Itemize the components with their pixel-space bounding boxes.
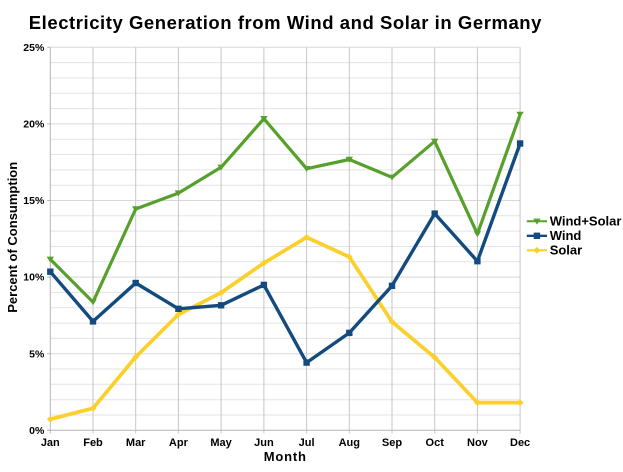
svg-text:Aug: Aug (339, 437, 360, 449)
svg-text:20%: 20% (23, 119, 45, 131)
svg-text:Feb: Feb (83, 437, 103, 449)
svg-text:Nov: Nov (467, 437, 489, 449)
svg-text:Wind: Wind (550, 228, 582, 243)
svg-text:15%: 15% (23, 195, 45, 207)
svg-text:Oct: Oct (426, 437, 445, 449)
svg-text:Electricity Generation from Wi: Electricity Generation from Wind and Sol… (29, 12, 542, 33)
svg-text:Jul: Jul (299, 437, 315, 449)
svg-text:Sep: Sep (382, 437, 402, 449)
svg-text:25%: 25% (23, 42, 45, 54)
svg-text:Apr: Apr (169, 437, 189, 449)
svg-text:Wind+Solar: Wind+Solar (550, 214, 622, 229)
svg-text:10%: 10% (23, 272, 45, 284)
svg-text:Solar: Solar (550, 243, 583, 258)
svg-text:May: May (210, 437, 232, 449)
svg-text:Jan: Jan (41, 437, 60, 449)
svg-text:0%: 0% (29, 425, 45, 437)
svg-text:Dec: Dec (510, 437, 530, 449)
svg-text:Jun: Jun (254, 437, 274, 449)
svg-text:5%: 5% (29, 348, 45, 360)
svg-text:Percent of Consumption: Percent of Consumption (5, 162, 20, 313)
svg-text:Month: Month (264, 449, 307, 464)
svg-text:Mar: Mar (126, 437, 146, 449)
